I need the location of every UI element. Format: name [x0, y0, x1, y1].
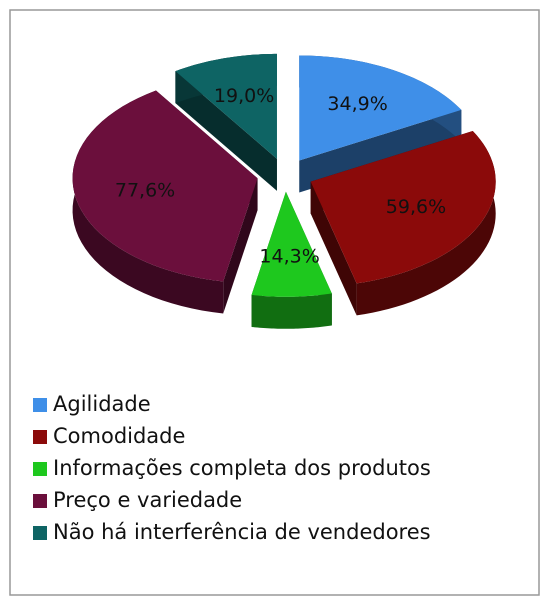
legend-swatch — [33, 494, 47, 508]
slice-side — [175, 71, 277, 191]
slice — [251, 191, 332, 329]
legend-label: Informações completa dos produtos — [53, 456, 431, 480]
value-label: 14,3% — [259, 245, 319, 267]
legend-label: Preço e variedade — [53, 488, 242, 512]
value-label: 77,6% — [115, 180, 175, 202]
slice-top — [299, 55, 462, 161]
legend-swatch — [33, 430, 47, 444]
legend-swatch — [33, 398, 47, 412]
slice-top — [72, 90, 258, 282]
legend-label: Comodidade — [53, 424, 185, 448]
value-label: 19,0% — [214, 85, 274, 107]
value-label: 34,9% — [327, 93, 387, 115]
slice-side — [299, 109, 462, 193]
legend-swatch — [33, 526, 47, 540]
value-label: 59,6% — [386, 196, 446, 218]
legend: Agilidade Comodidade Informações completa … — [33, 392, 431, 544]
slice — [175, 53, 277, 191]
slice-top — [251, 191, 332, 297]
legend-label: Não há interferência de vendedores — [53, 520, 431, 544]
slice-wall — [251, 293, 332, 329]
slice-top — [175, 53, 277, 159]
legend-label: Agilidade — [53, 392, 151, 416]
slice-side — [223, 178, 258, 314]
slice-side — [310, 181, 357, 316]
pie: 34,9% 59,6% 14,3% 77,6% 19,0% — [72, 53, 496, 329]
slice-top — [310, 131, 496, 284]
slice — [310, 131, 496, 316]
slice — [72, 90, 258, 314]
slice-wall — [356, 131, 496, 316]
legend-swatch — [33, 462, 47, 476]
slice — [299, 55, 462, 193]
